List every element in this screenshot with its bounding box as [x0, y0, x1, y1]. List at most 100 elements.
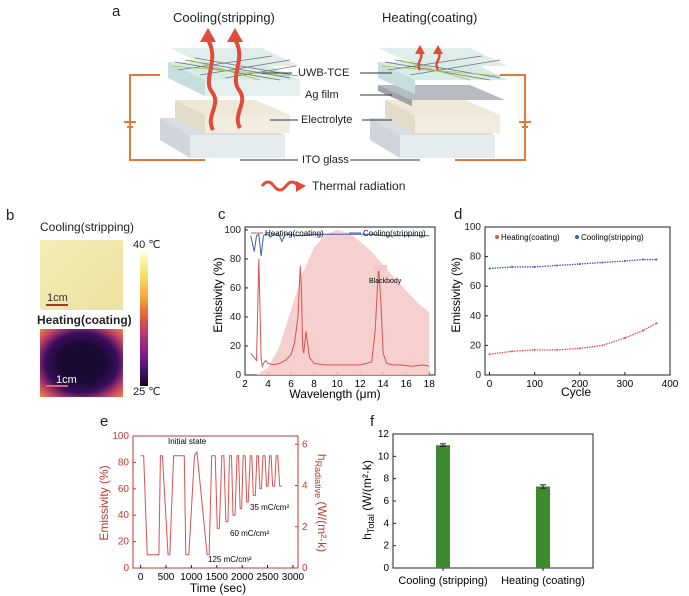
e-annotation-35: 35 mC/cm²: [250, 503, 289, 512]
layer-label-electrolyte: Electrolyte: [301, 114, 353, 126]
f-ytick-label: 10: [378, 451, 390, 462]
f-category-label: Cooling (stripping): [398, 575, 487, 587]
d-xtick-label: 400: [662, 379, 679, 390]
c-blackbody-area: [256, 229, 430, 375]
e-ytick-label: 40: [118, 510, 130, 521]
panel-e-label: e: [100, 413, 109, 430]
c-series-cooling: [250, 233, 430, 257]
d-point-cooling: [641, 258, 644, 261]
c-legend-blackbody: Blackbody: [369, 278, 402, 285]
c-ytick-label: 0: [235, 370, 241, 381]
e-ylabel-right-h: h: [315, 454, 329, 461]
e-xtick-label: 3000: [282, 572, 305, 583]
c-ytick-label: 100: [224, 225, 241, 236]
c-legend-heating: Heating(coating): [265, 229, 324, 238]
f-ytick-label: 4: [383, 518, 389, 529]
c-xtick-label: 2: [242, 379, 248, 390]
scale-bar-top: [46, 304, 68, 306]
c-ytick-label: 20: [230, 341, 242, 352]
c-xtick-label: 12: [355, 379, 367, 390]
e-ylabel: Emissivity (%): [97, 465, 111, 540]
panel-f-label: f: [370, 413, 375, 430]
colorbar: [140, 253, 148, 386]
d-legend-heating-marker: [495, 235, 499, 239]
scale-label-bottom: 1cm: [56, 374, 77, 386]
c-ytick-label: 40: [230, 312, 242, 323]
d-point-cooling: [601, 261, 604, 264]
colorbar-max-label: 40 ℃: [133, 239, 161, 251]
circuit-wire-left: [129, 74, 205, 161]
panel-c-label: c: [218, 206, 226, 223]
d-legend-heating: Heating(coating): [501, 233, 560, 242]
d-point-cooling: [511, 265, 514, 268]
e-ytick-label: 0: [123, 563, 129, 574]
d-point-cooling: [578, 263, 581, 265]
e-annotation-60: 60 mC/cm²: [230, 529, 269, 538]
c-ytick-label: 80: [230, 254, 242, 265]
panel-b: b Cooling(stripping) 1cm Heating(coating…: [0, 205, 200, 405]
panel-a-label: a: [112, 3, 121, 20]
e-ytick-right-label: 2: [302, 522, 308, 533]
f-ytick-label: 8: [383, 474, 389, 485]
e-axes-frame: [132, 435, 299, 569]
d-xtick-label: 0: [487, 379, 493, 390]
f-axes-frame: [392, 433, 594, 569]
d-point-cooling: [533, 265, 536, 268]
circuit-wire-right: [455, 74, 526, 161]
e-xtick-label: 2500: [256, 572, 279, 583]
e-ytick-label: 20: [118, 537, 130, 548]
panel-d-label: d: [454, 206, 463, 223]
e-ytick-label: 60: [118, 484, 130, 495]
f-bar: [436, 445, 450, 568]
layer-label-ito-glass: ITO glass: [302, 154, 349, 166]
d-point-heating: [556, 348, 559, 351]
d-ytick-label: 100: [464, 222, 481, 233]
e-annotation-initial: Initial state: [168, 437, 207, 446]
f-ytick-label: 6: [383, 496, 389, 507]
d-xlabel: Cycle: [561, 385, 591, 399]
e-ytick-label: 80: [118, 457, 130, 468]
f-ylabel-sub: Total: [366, 514, 376, 533]
e-xlabel: Time (sec): [190, 581, 246, 595]
e-ytick-right-label: 4: [302, 481, 308, 492]
heating-title: Heating(coating): [382, 10, 478, 25]
d-ytick-label: 0: [475, 370, 481, 381]
c-ylabel: Emissivity (%): [211, 257, 225, 332]
c-legend-blackbody-swatch: [373, 265, 387, 271]
f-ytick-label: 12: [378, 429, 390, 440]
c-xtick-label: 6: [288, 379, 294, 390]
scale-bar-bottom: [46, 385, 68, 387]
c-ytick-label: 60: [230, 283, 242, 294]
d-point-heating: [655, 322, 658, 325]
c-series-heating: [250, 258, 430, 369]
panel-b-label: b: [6, 207, 15, 224]
e-xtick-label: 1000: [180, 572, 203, 583]
e-ylabel-right: hRadiative (W/(m²·k): [313, 454, 329, 552]
thermal-radiation-icon: [260, 180, 300, 192]
panel-a: a Cooling(stripping) Heating(coating): [0, 0, 689, 205]
d-point-heating: [533, 348, 536, 351]
cooling-thermal-image: [40, 240, 123, 310]
d-point-heating: [601, 344, 604, 347]
layer-label-uwb-tce: UWB-TCE: [298, 67, 350, 79]
d-series-heating: [489, 322, 657, 355]
d-axes-frame: [484, 226, 671, 376]
c-xtick-label: 10: [332, 379, 344, 390]
d-point-heating: [578, 347, 581, 350]
d-ytick-label: 40: [470, 311, 482, 322]
d-point-heating: [511, 350, 514, 353]
d-series-cooling: [489, 258, 657, 270]
scale-label-top: 1cm: [47, 292, 68, 304]
battery-right-icon: [519, 121, 531, 128]
c-xtick-label: 4: [265, 379, 271, 390]
f-ytick-label: 0: [383, 563, 389, 574]
e-xtick-label: 0: [138, 572, 144, 583]
d-point-cooling: [556, 264, 559, 267]
d-legend-cooling-marker: [575, 235, 579, 239]
e-ytick-right-label: 6: [302, 439, 308, 450]
d-ytick-label: 60: [470, 281, 482, 292]
e-ylabel-right-unit: (W/(m²·k): [315, 498, 329, 552]
d-point-heating: [488, 353, 491, 356]
f-ylabel-unit: (W/(m²·k): [360, 460, 374, 514]
right-device-stack: [370, 45, 508, 158]
